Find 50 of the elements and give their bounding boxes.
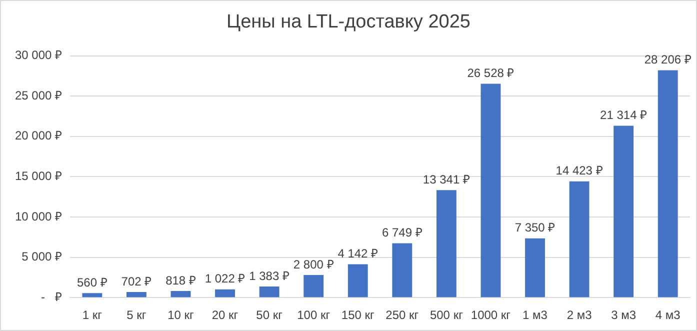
x-tick-label: 10 кг <box>168 308 195 322</box>
x-tick-label: 3 м3 <box>611 308 636 322</box>
bar <box>436 190 456 298</box>
x-tick-label: 1000 кг <box>470 308 512 322</box>
x-tick-label: 250 кг <box>386 308 420 322</box>
x-tick-label: 1 м3 <box>522 308 548 322</box>
bar <box>392 243 412 298</box>
data-label: 1 022 ₽ <box>204 272 246 286</box>
y-tick-label: 20 000 ₽ <box>14 128 62 143</box>
bar <box>348 264 368 298</box>
x-tick-label: 2 м3 <box>566 308 592 322</box>
bar <box>480 84 501 298</box>
bar <box>170 291 191 298</box>
x-tick-label: 150 кг <box>341 308 375 322</box>
y-tick-label: 15 000 ₽ <box>14 169 62 184</box>
x-tick-label: 1 кг <box>82 308 103 322</box>
x-tick-label: 4 м3 <box>655 308 681 322</box>
y-tick-label: 25 000 ₽ <box>14 88 62 102</box>
data-label: 26 528 ₽ <box>467 66 514 80</box>
data-label: 702 ₽ <box>121 274 152 288</box>
bar <box>259 286 280 298</box>
x-tick-label: 50 кг <box>256 308 284 322</box>
y-tick-label: - ₽ <box>41 290 62 304</box>
y-tick-label: 10 000 ₽ <box>14 209 62 224</box>
data-label: 13 341 ₽ <box>422 172 470 186</box>
data-label: 14 423 ₽ <box>556 164 603 178</box>
bar <box>304 275 324 298</box>
data-label: 2 800 ₽ <box>293 257 334 272</box>
data-label: 4 142 ₽ <box>338 246 378 261</box>
data-label: 6 749 ₽ <box>382 226 422 240</box>
data-label: 560 ₽ <box>77 275 108 290</box>
bar <box>658 70 678 298</box>
data-label: 1 383 ₽ <box>249 268 290 283</box>
data-label: 28 206 ₽ <box>644 52 692 67</box>
chart-title: Цены на LTL-доставку 2025 <box>226 12 470 33</box>
bar <box>614 126 634 298</box>
bar <box>215 289 235 298</box>
data-label: 7 350 ₽ <box>514 220 556 235</box>
data-label: 818 ₽ <box>166 273 196 288</box>
y-tick-label: 30 000 ₽ <box>14 48 62 62</box>
bar <box>126 292 146 298</box>
x-tick-label: 100 кг <box>297 308 331 322</box>
bar <box>82 293 102 298</box>
x-tick-label: 500 кг <box>430 308 464 322</box>
x-tick-label: 5 кг <box>126 308 147 322</box>
bar <box>525 238 545 298</box>
x-tick-label: 20 кг <box>212 308 239 322</box>
y-tick-label: 5 000 ₽ <box>22 250 62 264</box>
data-label: 21 314 ₽ <box>600 108 648 122</box>
bar <box>569 181 590 298</box>
